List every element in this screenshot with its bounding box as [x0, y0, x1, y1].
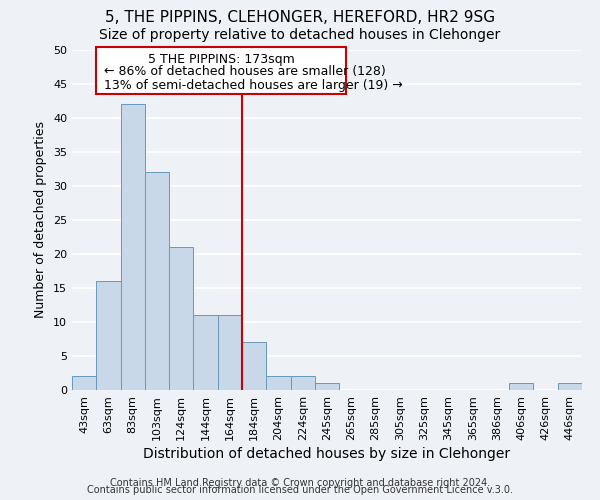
Text: 13% of semi-detached houses are larger (19) →: 13% of semi-detached houses are larger (… — [104, 78, 403, 92]
Text: Contains HM Land Registry data © Crown copyright and database right 2024.: Contains HM Land Registry data © Crown c… — [110, 478, 490, 488]
Bar — [72, 376, 96, 390]
Text: 5 THE PIPPINS: 173sqm: 5 THE PIPPINS: 173sqm — [148, 54, 295, 66]
Bar — [96, 281, 121, 390]
X-axis label: Distribution of detached houses by size in Clehonger: Distribution of detached houses by size … — [143, 447, 511, 461]
Bar — [145, 172, 169, 390]
Bar — [558, 383, 582, 390]
Bar — [509, 383, 533, 390]
Text: 5, THE PIPPINS, CLEHONGER, HEREFORD, HR2 9SG: 5, THE PIPPINS, CLEHONGER, HEREFORD, HR2… — [105, 10, 495, 25]
FancyBboxPatch shape — [96, 46, 346, 94]
Y-axis label: Number of detached properties: Number of detached properties — [34, 122, 47, 318]
Bar — [242, 342, 266, 390]
Bar — [169, 247, 193, 390]
Bar — [266, 376, 290, 390]
Bar — [193, 315, 218, 390]
Text: Contains public sector information licensed under the Open Government Licence v.: Contains public sector information licen… — [87, 485, 513, 495]
Bar — [290, 376, 315, 390]
Bar — [218, 315, 242, 390]
Text: ← 86% of detached houses are smaller (128): ← 86% of detached houses are smaller (12… — [104, 65, 385, 78]
Text: Size of property relative to detached houses in Clehonger: Size of property relative to detached ho… — [100, 28, 500, 42]
Bar — [121, 104, 145, 390]
Bar — [315, 383, 339, 390]
